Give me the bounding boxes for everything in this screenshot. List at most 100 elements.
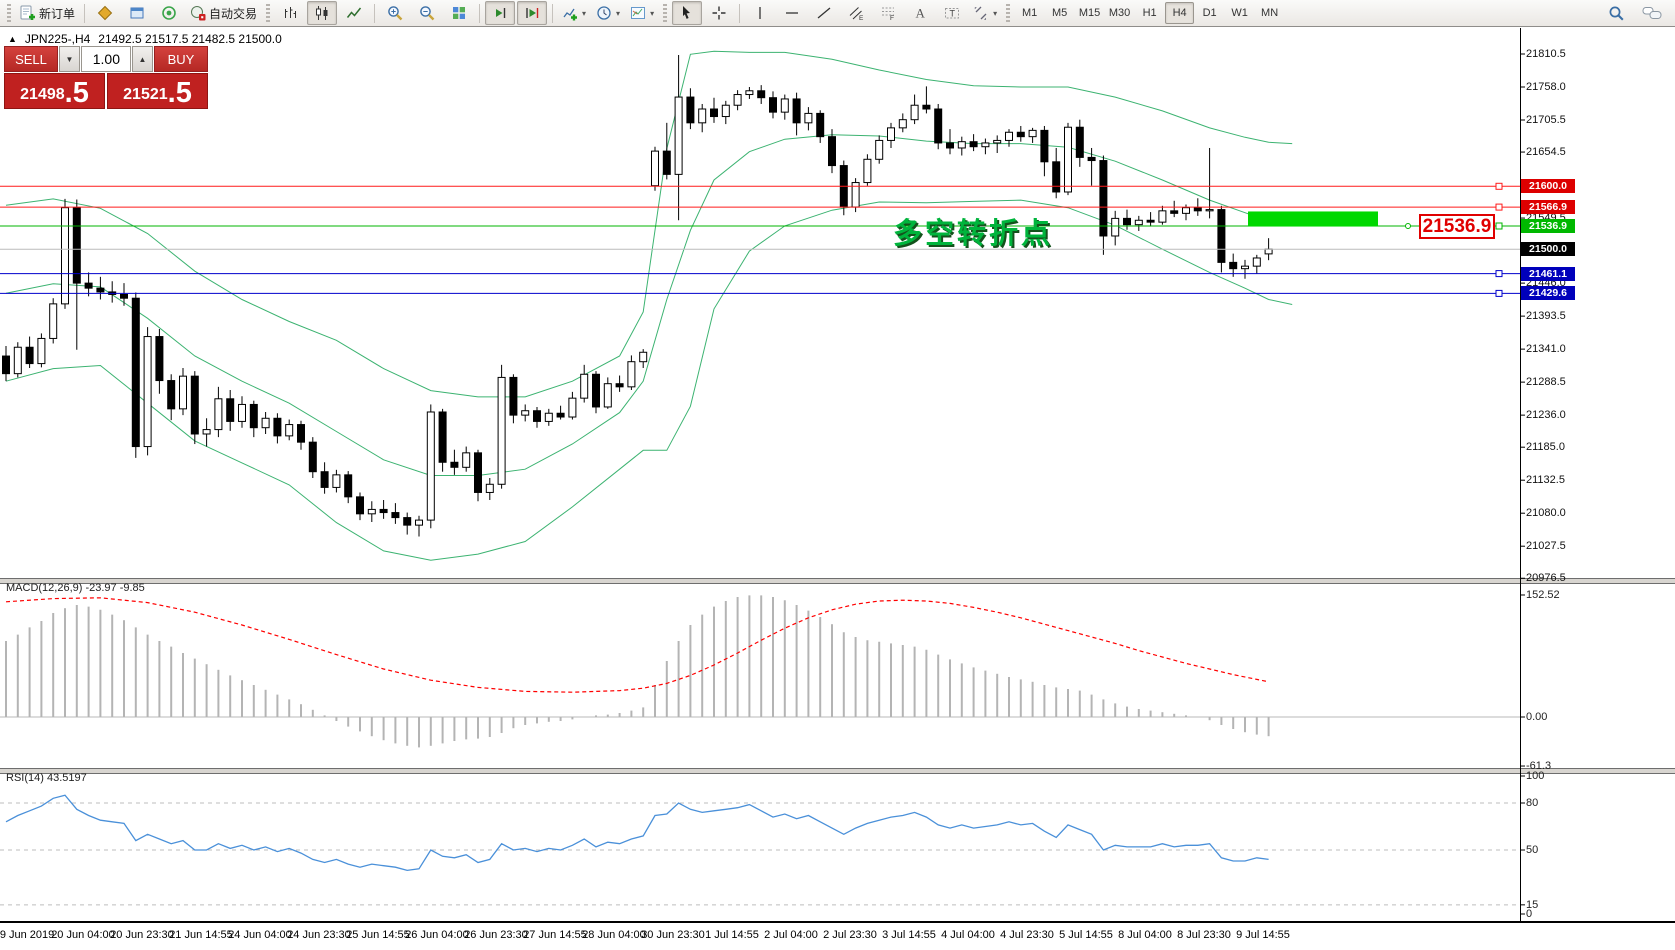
line-handle[interactable] [1495, 182, 1503, 190]
candle-bearish[interactable] [769, 97, 777, 113]
candlestick-chart-button[interactable] [307, 1, 338, 25]
candle-bearish[interactable] [1217, 209, 1226, 263]
candle-bullish[interactable] [568, 397, 577, 418]
candle-bearish[interactable] [592, 373, 600, 408]
candle-bullish[interactable] [603, 383, 612, 408]
search-button[interactable] [1601, 1, 1631, 25]
new-order-button[interactable]: 新订单 [16, 1, 79, 25]
candle-bullish[interactable] [898, 119, 907, 129]
tf-button-H4[interactable]: H4 [1165, 2, 1195, 24]
candle-bearish[interactable] [344, 474, 353, 498]
line-handle[interactable] [1495, 203, 1503, 211]
panel-separator[interactable] [0, 579, 1675, 583]
line-handle[interactable] [1495, 270, 1503, 278]
candle-bullish[interactable] [238, 403, 246, 422]
tf-button-MN[interactable]: MN [1261, 7, 1279, 19]
candle-bearish[interactable] [120, 293, 128, 299]
candle-bearish[interactable] [1229, 261, 1238, 270]
candle-bullish[interactable] [780, 98, 789, 113]
candle-bullish[interactable] [462, 452, 471, 468]
candle-bearish[interactable] [816, 112, 825, 138]
candle-bearish[interactable] [934, 108, 943, 144]
candle-bullish[interactable] [910, 104, 919, 121]
candle-bearish[interactable] [131, 297, 140, 448]
candle-bearish[interactable] [72, 207, 81, 284]
candle-bearish[interactable] [792, 98, 801, 124]
candle-bullish[interactable] [1158, 210, 1167, 223]
indicators-button[interactable]: ▾ [558, 1, 590, 25]
candle-bullish[interactable] [1182, 207, 1190, 214]
cursor-button[interactable] [672, 1, 703, 25]
candle-bearish[interactable] [1040, 129, 1049, 163]
panel-separator[interactable] [0, 583, 1675, 584]
candle-bullish[interactable] [367, 508, 376, 515]
templates-button[interactable]: ▾ [626, 1, 658, 25]
chart-canvas[interactable]: ▲ JPN225-,H4 21492.5 21517.5 21482.5 215… [0, 28, 1675, 950]
candle-bearish[interactable] [474, 452, 482, 493]
crosshair-button[interactable] [704, 1, 734, 25]
candle-bearish[interactable] [96, 287, 105, 293]
candle-bullish[interactable] [863, 158, 872, 184]
candle-bearish[interactable] [946, 142, 954, 149]
sell-price-display[interactable]: 21498.5 [4, 73, 105, 109]
tf-button-M15[interactable]: M15 [1078, 7, 1101, 19]
candle-bearish[interactable] [167, 380, 176, 410]
tf-button-M30[interactable]: M30 [1108, 7, 1131, 19]
channel-button[interactable]: E [841, 1, 871, 25]
candle-bearish[interactable] [533, 410, 541, 422]
candle-bullish[interactable] [1241, 265, 1249, 270]
candle-bullish[interactable] [745, 90, 754, 96]
candle-bearish[interactable] [828, 136, 836, 167]
candle-bullish[interactable] [981, 142, 990, 148]
candle-bearish[interactable] [226, 398, 235, 422]
buy-button[interactable]: BUY [154, 46, 208, 72]
candle-bullish[interactable] [1028, 129, 1037, 138]
candle-bearish[interactable] [2, 355, 10, 375]
candle-bullish[interactable] [674, 96, 683, 175]
candle-bullish[interactable] [521, 410, 530, 416]
panel-separator[interactable] [0, 769, 1675, 773]
chat-button[interactable] [1637, 1, 1667, 25]
profile-button[interactable] [90, 1, 120, 25]
candle-bullish[interactable] [804, 112, 813, 124]
candle-bullish[interactable] [1264, 248, 1273, 255]
candle-bearish[interactable] [1087, 156, 1096, 162]
tf-button-D1[interactable]: D1 [1202, 7, 1217, 19]
candle-bearish[interactable] [686, 96, 695, 124]
candle-bullish[interactable] [721, 104, 730, 118]
candle-bearish[interactable] [615, 383, 624, 388]
arrows-button[interactable]: ▾ [969, 1, 1001, 25]
candle-bullish[interactable] [37, 337, 46, 365]
candle-bearish[interactable] [379, 508, 388, 514]
candle-bearish[interactable] [1193, 207, 1202, 212]
candle-bearish[interactable] [710, 108, 718, 118]
fibonacci-button[interactable]: F [873, 1, 903, 25]
candle-bullish[interactable] [1064, 126, 1072, 193]
highlight-rectangle[interactable] [1248, 211, 1378, 227]
candle-bullish[interactable] [485, 483, 494, 493]
candle-bullish[interactable] [143, 336, 152, 448]
candle-bearish[interactable] [1099, 160, 1108, 237]
candle-bearish[interactable] [403, 517, 412, 526]
candle-bearish[interactable] [450, 461, 459, 468]
candle-bullish[interactable] [426, 411, 435, 521]
connector-handle[interactable] [1405, 222, 1411, 229]
auto-trading-button[interactable]: 自动交易 [186, 1, 261, 25]
candle-bullish[interactable] [957, 141, 966, 149]
candle-bearish[interactable] [190, 375, 199, 435]
candle-bearish[interactable] [922, 104, 931, 110]
vertical-line-button[interactable] [745, 1, 775, 25]
candle-bearish[interactable] [1016, 131, 1025, 138]
candle-bullish[interactable] [415, 519, 423, 526]
candle-bullish[interactable] [1111, 217, 1120, 237]
tf-button-H1[interactable]: H1 [1142, 7, 1157, 19]
trendline-button[interactable] [809, 1, 839, 25]
candle-bearish[interactable] [155, 336, 164, 382]
candle-bearish[interactable] [391, 512, 400, 519]
buy-price-display[interactable]: 21521.5 [107, 73, 208, 109]
candle-bearish[interactable] [356, 496, 364, 515]
candle-bullish[interactable] [61, 207, 69, 305]
candle-bullish[interactable] [202, 429, 211, 435]
market-watch-button[interactable] [122, 1, 152, 25]
volume-down-button[interactable]: ▼ [59, 46, 80, 72]
